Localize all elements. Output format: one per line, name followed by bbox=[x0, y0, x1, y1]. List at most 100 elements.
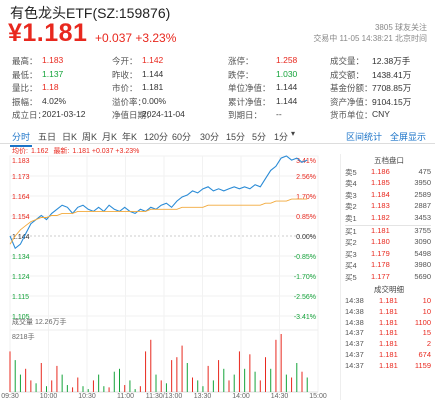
fullscreen-link[interactable]: 全屏显示 bbox=[390, 132, 427, 142]
bid-price: 1.177 bbox=[371, 271, 390, 281]
trade-row: 14:37 1.181 15 bbox=[341, 328, 435, 338]
order-book-panel: 五档盘口 卖5 1.186 475 卖4 1.185 3950 卖3 1.184 2589 卖2 1.… bbox=[340, 154, 435, 400]
trade-time: 14:38 bbox=[345, 306, 364, 316]
stat-label: 跌停： bbox=[228, 69, 254, 80]
volume-bar bbox=[207, 365, 209, 392]
stat-label: 到期日： bbox=[228, 110, 263, 120]
y-tick-right: -2.56% bbox=[294, 294, 316, 301]
volume-max-label: 8218手 bbox=[12, 332, 35, 341]
tab-1[interactable]: 五日 bbox=[38, 132, 57, 142]
bid-label: 买1 bbox=[345, 227, 357, 236]
quote-header: 有色龙头ETF(SZ:159876) ¥1.181 +0.037 +3.23% … bbox=[0, 0, 435, 52]
bid-volume: 5690 bbox=[414, 271, 431, 281]
tab-8[interactable]: 30分 bbox=[200, 132, 220, 142]
tab-3[interactable]: 周K bbox=[82, 132, 98, 142]
trade-time: 14:37 bbox=[345, 339, 364, 349]
trade-price: 1.181 bbox=[379, 350, 398, 359]
bid-row: 买2 1.180 3090 bbox=[341, 237, 435, 248]
bid-row: 买5 1.177 5690 bbox=[341, 272, 435, 283]
bid-row: 买3 1.179 5498 bbox=[341, 249, 435, 260]
bid-price: 1.180 bbox=[371, 237, 390, 247]
stat-label: 净值日期： bbox=[112, 110, 155, 120]
volume-bar bbox=[176, 357, 178, 392]
y-tick-left: 1.183 bbox=[12, 158, 30, 165]
tab-11[interactable]: 1分 bbox=[274, 132, 289, 142]
bid-price: 1.178 bbox=[371, 260, 390, 270]
stat-cell: 单位净值： 1.144 bbox=[228, 82, 297, 94]
volume-bar bbox=[98, 374, 100, 392]
stat-cell: 最低： 1.137 bbox=[12, 69, 63, 81]
stat-value: 0.00% bbox=[142, 95, 167, 106]
ask-label: 卖2 bbox=[345, 202, 357, 212]
intraday-chart-svg: 1.183 3.41% 1.173 2.56% 1.164 1.70% 1.154 0.85%… bbox=[1, 155, 327, 400]
volume-bar bbox=[35, 383, 37, 392]
stats-row: 振幅： 4.02% 溢价率： 0.00% 累计净值： 1.144 资产净值： 9104.15万 bbox=[0, 96, 435, 109]
volume-bar bbox=[192, 377, 194, 392]
trade-volume: 10 bbox=[422, 306, 431, 316]
volume-bar bbox=[228, 380, 230, 392]
compare-link[interactable]: 区间统计 bbox=[346, 132, 383, 142]
x-tick: 09:30 bbox=[1, 393, 19, 400]
stat-label: 资产净值： bbox=[330, 96, 373, 107]
price-change: +0.037 +3.23% bbox=[95, 31, 177, 45]
bid-volume: 5498 bbox=[414, 248, 431, 258]
stat-cell: 量比： 1.18 bbox=[12, 82, 59, 94]
y-tick-left: 1.134 bbox=[12, 254, 30, 261]
volume-bar bbox=[270, 368, 272, 392]
y-tick-right: -1.70% bbox=[294, 274, 316, 281]
legend-latest-value: 1.181 +0.037 +3.23% bbox=[72, 148, 140, 155]
volume-bar bbox=[77, 377, 79, 392]
tab-2[interactable]: 日K bbox=[62, 132, 78, 142]
follow-count: 3805 bbox=[374, 23, 393, 32]
chevron-down-icon[interactable]: ▾ bbox=[291, 129, 296, 138]
ask-row: 卖1 1.182 3453 bbox=[341, 213, 435, 224]
tab-0[interactable]: 分时 bbox=[9, 132, 33, 147]
follow-label[interactable]: 球友关注 bbox=[395, 23, 427, 32]
volume-bar bbox=[296, 363, 298, 392]
stat-value: 1438.41万 bbox=[372, 69, 412, 80]
stat-cell: 溢价率： 0.00% bbox=[112, 96, 166, 108]
intraday-chart[interactable]: 1.183 3.41% 1.173 2.56% 1.164 1.70% 1.154 0.85%… bbox=[0, 154, 340, 400]
tab-7[interactable]: 60分 bbox=[172, 132, 192, 142]
stat-label: 振幅： bbox=[12, 96, 38, 107]
trade-row: 14:37 1.181 674 bbox=[341, 350, 435, 360]
trade-time: 14:37 bbox=[345, 360, 364, 370]
tab-5[interactable]: 年K bbox=[122, 132, 138, 142]
bid-volume: 3980 bbox=[414, 260, 431, 270]
ask-label: 卖4 bbox=[345, 179, 357, 189]
tab-4[interactable]: 月K bbox=[102, 132, 118, 142]
stats-row: 最高： 1.183 今开： 1.142 涨停： 1.258 成交量： 12.38万手 bbox=[0, 55, 435, 68]
stat-value: 1.144 bbox=[276, 82, 298, 92]
stat-label: 货币单位： bbox=[330, 110, 373, 120]
y-tick-right: 0.85% bbox=[296, 214, 316, 221]
volume-bar bbox=[14, 360, 16, 392]
volume-bar bbox=[280, 334, 282, 392]
volume-bar bbox=[265, 357, 267, 392]
x-tick: 11:00 bbox=[117, 393, 134, 400]
tab-10[interactable]: 5分 bbox=[252, 132, 267, 142]
stat-cell: 成交量： 12.38万手 bbox=[330, 55, 410, 67]
ask-volume: 2589 bbox=[414, 189, 431, 199]
stats-row: 量比： 1.18 市价： 1.181 单位净值： 1.144 基金份额： 7708.85万 bbox=[0, 82, 435, 95]
y-tick-right: 1.70% bbox=[296, 194, 316, 201]
tab-9[interactable]: 15分 bbox=[226, 132, 246, 142]
stat-label: 溢价率： bbox=[112, 96, 147, 107]
volume-bar bbox=[202, 386, 204, 392]
trade-time: 14:38 bbox=[345, 296, 364, 305]
trade-volume: 2 bbox=[426, 339, 431, 349]
stat-cell: 今开： 1.142 bbox=[112, 55, 163, 67]
trade-row: 14:38 1.181 10 bbox=[341, 307, 435, 317]
trade-row: 14:37 1.181 2 bbox=[341, 339, 435, 349]
volume-bar bbox=[66, 385, 68, 392]
ask-label: 卖3 bbox=[345, 190, 357, 200]
trade-row: 14:38 1.181 1100 bbox=[341, 318, 435, 328]
stat-value: -- bbox=[276, 109, 282, 119]
volume-bar bbox=[259, 380, 261, 392]
trades-title: 成交明细 bbox=[374, 285, 404, 294]
volume-bar bbox=[103, 386, 105, 392]
tab-6[interactable]: 120分 bbox=[144, 132, 169, 142]
trade-row: 14:37 1.181 1159 bbox=[341, 361, 435, 371]
volume-bar bbox=[197, 380, 199, 392]
volume-bar bbox=[9, 351, 11, 392]
volume-bar bbox=[30, 380, 32, 392]
